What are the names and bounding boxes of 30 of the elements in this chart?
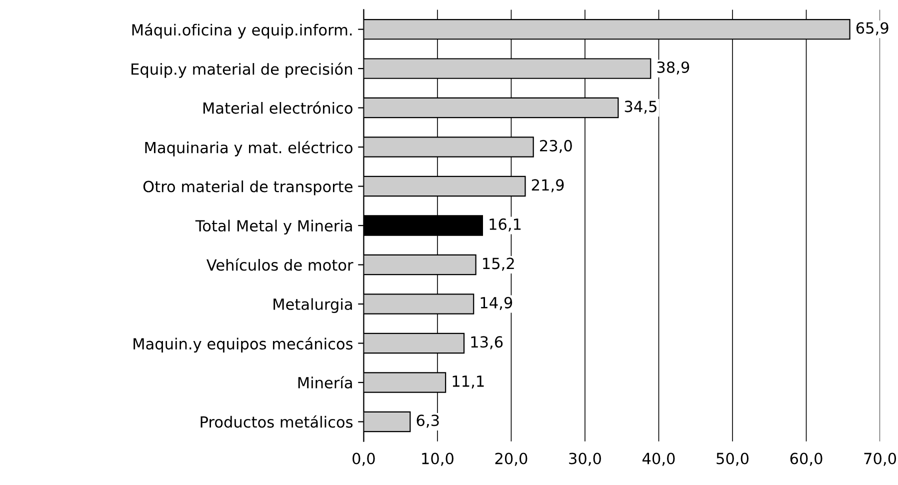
x-tick-label: 20,0: [495, 452, 528, 466]
y-tick-label: Máqui.oficina y equip.inform.: [132, 23, 352, 39]
x-tick-label: 0,0: [352, 452, 375, 466]
y-tick-label: Otro material de transporte: [143, 180, 352, 196]
data-label: 21,9: [532, 179, 564, 192]
data-label: 65,9: [856, 22, 888, 36]
x-tick-label: 30,0: [569, 452, 601, 466]
data-label: 15,2: [483, 258, 514, 271]
y-tick-label: Productos metálicos: [200, 415, 353, 428]
data-label: 38,9: [657, 61, 690, 75]
x-tick-label: 10,0: [422, 452, 454, 466]
y-tick-label: Material electrónico: [203, 101, 352, 114]
data-label: 14,9: [480, 296, 512, 310]
y-tick-label: Maquin.y equipos mecánicos: [134, 337, 353, 353]
y-tick-label: Metalurgia: [274, 298, 352, 313]
x-tick-label: 50,0: [716, 452, 749, 466]
x-tick-label: 70,0: [864, 452, 896, 466]
data-label: 23,0: [540, 140, 572, 154]
data-label: 13,6: [471, 336, 503, 350]
x-tick-label: 40,0: [642, 452, 675, 466]
y-tick-label: Total Metal y Mineria: [195, 220, 352, 235]
y-tick-label: Maquinaria y mat. eléctrico: [145, 140, 352, 156]
y-tick-label: Minería: [298, 376, 352, 389]
data-label: 34,5: [624, 100, 656, 114]
x-tick-label: 60,0: [790, 452, 822, 466]
y-tick-label: Equip.y material de precisión: [132, 62, 352, 78]
data-label: 16,1: [490, 218, 521, 232]
data-label: 6,3: [416, 414, 439, 428]
data-label: 11,1: [452, 376, 484, 388]
y-tick-label: Vehículos de motor: [206, 258, 354, 271]
